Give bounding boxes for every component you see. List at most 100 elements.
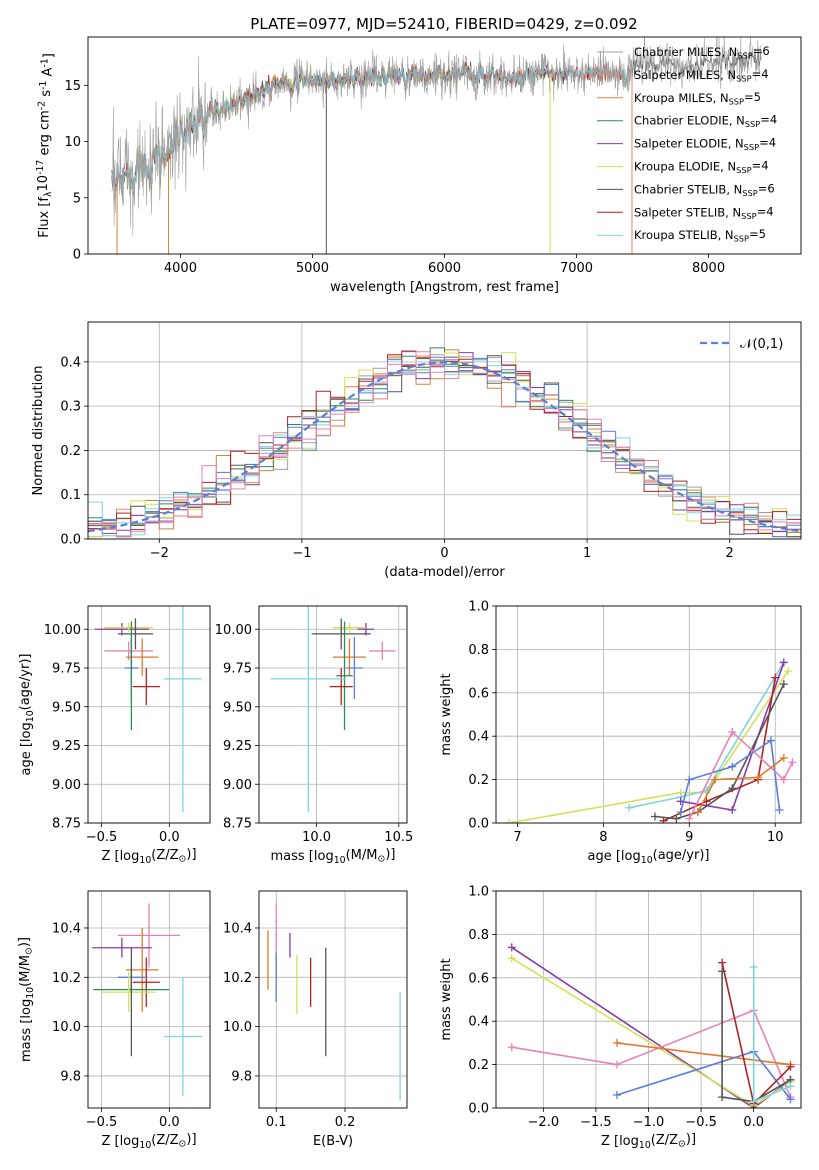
x-tick-label: 8 — [599, 830, 607, 845]
weight-series-kroupa_stelib — [629, 661, 785, 809]
errorbar-point — [163, 977, 202, 1096]
y-tick-label: 10.0 — [223, 1020, 252, 1035]
x-tick-label: 1 — [583, 546, 591, 561]
residual-histogram-kroupa_stelib — [88, 359, 801, 537]
axes-frame — [495, 605, 802, 824]
y-tick-label: 10.4 — [223, 921, 252, 936]
mass_vs_Z-axes: −0.5 0.0 9.8 10.0 10.2 10.4 Z [log10​(Z/Z⊙​)] m… — [17, 890, 211, 1151]
normal-curve — [88, 361, 799, 533]
y-tick-label: 9.50 — [52, 700, 81, 715]
weight-point — [779, 680, 788, 689]
mass_vs_ebv-axes: 0.1 0.2 9.8 10.0 10.2 10.4 E(B-V) — [223, 890, 408, 1149]
x-tick-label: 9 — [685, 830, 693, 845]
y-tick-label: 9.8 — [60, 1069, 81, 1084]
errorbar-point — [346, 637, 363, 699]
age_vs_mass-axes: 10.0 10.5 8.75 9.00 9.25 9.50 9.75 10.00 mass [l… — [215, 605, 413, 866]
y-tick-label: 0.4 — [468, 730, 489, 745]
x-axis-label: (data-model)/error — [384, 565, 505, 580]
errorbar-point — [311, 618, 371, 650]
errorbar-point — [101, 972, 156, 1012]
weight-point — [728, 805, 737, 814]
weight-point — [718, 1093, 727, 1102]
weight-point — [779, 753, 788, 762]
weight-point — [507, 954, 516, 963]
weight-point — [775, 805, 784, 814]
errorbar-point — [333, 623, 366, 633]
y-tick-label: 0.2 — [468, 773, 489, 788]
y-tick-label: 0.4 — [60, 355, 81, 370]
mass_vs_ebv-plot — [267, 903, 401, 1101]
axes-frame — [87, 36, 802, 255]
axes-frame — [258, 890, 408, 1109]
y-tick-label: 8.75 — [223, 817, 252, 832]
errorbar-point — [117, 618, 154, 650]
y-tick-label: 10 — [64, 135, 81, 150]
y-tick-label: 1.0 — [468, 600, 489, 615]
axes-frame — [258, 605, 408, 824]
errorbar-point — [163, 606, 202, 813]
y-tick-label: 0.8 — [468, 643, 489, 658]
errorbar-point — [329, 668, 353, 706]
weight-point — [786, 1062, 795, 1071]
x-tick-label: −0.5 — [685, 1115, 717, 1130]
figure-title: PLATE=0977, MJD=52410, FIBERID=0429, z=0… — [250, 15, 637, 33]
x-tick-label: 7 — [513, 830, 521, 845]
weight-point — [728, 784, 737, 793]
y-tick-label: 0.2 — [60, 444, 81, 459]
errorbar-point — [270, 606, 347, 813]
x-tick-label: 6000 — [428, 261, 461, 276]
y-tick-label: 0.2 — [468, 1058, 489, 1073]
residuals-plot — [88, 347, 801, 538]
weight-point — [504, 819, 513, 823]
weight_vs_Z-plot — [507, 943, 795, 1108]
weight-series-orange — [697, 757, 785, 813]
legend-entry: Salpeter ELODIE, NSSP​=4 — [634, 136, 776, 152]
weight-point — [612, 1038, 621, 1047]
x-axis-label: Z [log10​(Z/Z⊙​)] — [601, 1132, 696, 1151]
x-tick-label: 0.0 — [159, 1115, 180, 1130]
y-axis-label: age [log10​(age/yr)] — [18, 654, 36, 776]
y-tick-label: 0.4 — [468, 1015, 489, 1030]
y-tick-label: 10.00 — [215, 623, 252, 638]
x-tick-label: 8000 — [692, 261, 725, 276]
weight-point — [685, 814, 694, 823]
weight-point — [685, 775, 694, 784]
x-tick-label: −1.5 — [580, 1115, 612, 1130]
weight-series-pink — [511, 1009, 792, 1098]
errorbar-point — [336, 621, 353, 730]
y-tick-label: 8.75 — [52, 817, 81, 832]
x-axis-label: E(B-V) — [313, 1134, 353, 1149]
weight-point — [749, 962, 758, 971]
weight-point — [625, 803, 634, 812]
weight-point — [728, 727, 737, 736]
legend-entry: 𝒩(0,1) — [740, 337, 783, 352]
weight_vs_age-plot — [504, 658, 797, 823]
x-tick-label: 10 — [767, 830, 784, 845]
age_vs_mass-plot — [270, 606, 396, 813]
y-tick-label: 9.50 — [223, 700, 252, 715]
x-axis-label: wavelength [Angstrom, rest frame] — [330, 280, 559, 295]
x-axis-label: Z [log10​(Z/Z⊙​)] — [101, 1132, 196, 1151]
residuals-axes: −2 −1 0 1 2 0.0 0.1 0.2 0.3 0.4 (data-model)/error… — [31, 321, 802, 580]
y-tick-label: 0.0 — [468, 817, 489, 832]
weight-point — [766, 736, 775, 745]
weight-point — [786, 1095, 795, 1104]
x-tick-label: 2 — [726, 546, 734, 561]
weight-point — [771, 673, 780, 682]
weight-point — [718, 958, 727, 967]
age_vs_Z-axes: −0.5 0.0 8.75 9.00 9.25 9.50 9.75 10.00 Z [log10… — [18, 605, 211, 866]
age_vs_Z-plot — [94, 606, 202, 813]
mass_vs_Z-plot — [92, 903, 202, 1096]
x-tick-label: −0.5 — [86, 1115, 118, 1130]
x-tick-label: 5000 — [296, 261, 329, 276]
weight-point — [749, 1097, 758, 1106]
weight-point — [788, 758, 797, 767]
y-tick-label: 9.25 — [223, 739, 252, 754]
x-tick-label: −1 — [292, 546, 311, 561]
y-tick-label: 10.2 — [223, 971, 252, 986]
y-tick-label: 9.75 — [52, 662, 81, 677]
y-axis-label: Flux [fλ​10-17​ erg cm-2​ s-1​ A-1​] — [35, 53, 57, 238]
legend-entry: Kroupa STELIB, NSSP​=5 — [634, 227, 766, 243]
x-tick-label: 7000 — [560, 261, 593, 276]
y-tick-label: 0.3 — [60, 400, 81, 415]
